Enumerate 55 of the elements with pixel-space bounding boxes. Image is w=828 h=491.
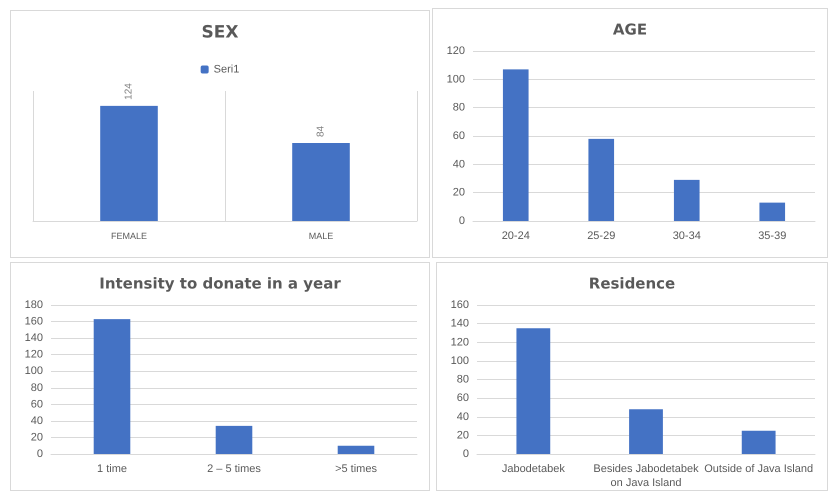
x-tick-label: Jabodetabek [502, 463, 566, 475]
chart-title: Residence [588, 274, 676, 292]
y-tick-label: 40 [30, 414, 43, 427]
x-tick-label: Outside of Java Island [704, 463, 814, 475]
y-tick-label: 0 [36, 448, 43, 460]
x-tick-label: 1 time [97, 463, 127, 475]
x-tick-label: 30-34 [672, 230, 701, 242]
bar [94, 319, 130, 454]
y-tick-label: 60 [30, 398, 43, 410]
y-tick-label: 20 [30, 431, 43, 444]
y-tick-label: 0 [462, 448, 469, 460]
y-tick-label: 120 [24, 348, 43, 361]
data-label: 124 [124, 82, 134, 100]
bar [674, 180, 700, 221]
y-tick-label: 40 [456, 410, 469, 423]
y-tick-label: 80 [456, 374, 469, 386]
data-label: 84 [316, 125, 326, 137]
x-tick-label: 2 – 5 times [207, 463, 262, 475]
x-tick-label: >5 times [335, 463, 378, 475]
x-tick-label: 35-39 [758, 230, 786, 242]
y-tick-label: 60 [452, 130, 465, 142]
y-tick-label: 60 [456, 392, 469, 404]
y-tick-label: 80 [30, 382, 43, 394]
x-tick-label: 20-24 [502, 230, 530, 242]
chart-title: SEX [202, 22, 238, 42]
x-tick-label: 25-29 [587, 230, 616, 242]
y-tick-label: 120 [450, 336, 469, 348]
chart-title: AGE [612, 20, 648, 38]
bar [216, 426, 252, 454]
x-tick-label: FEMALE [110, 231, 148, 241]
bar [742, 430, 776, 454]
y-tick-label: 140 [450, 318, 469, 330]
x-tick-label: MALE [308, 231, 334, 241]
bar [629, 409, 663, 454]
bar [502, 69, 529, 221]
chart-title: Intensity to donate in a year [99, 274, 342, 292]
bar [516, 328, 550, 454]
legend-label: Seri1 [214, 64, 240, 76]
y-tick-label: 100 [450, 354, 469, 367]
y-tick-label: 160 [450, 299, 469, 311]
y-tick-label: 20 [456, 429, 469, 442]
bar [338, 446, 374, 454]
y-tick-label: 80 [452, 102, 465, 114]
y-tick-label: 0 [458, 215, 465, 227]
y-tick-label: 120 [446, 45, 465, 57]
y-tick-label: 100 [446, 73, 465, 86]
x-tick-label: Besides Jabodetabek on Java Island [593, 463, 700, 489]
y-tick-label: 40 [452, 158, 465, 170]
bar [588, 138, 614, 221]
y-tick-label: 20 [452, 186, 465, 199]
y-tick-label: 160 [24, 316, 43, 328]
bar [759, 202, 786, 221]
y-tick-label: 140 [24, 332, 43, 344]
y-tick-label: 180 [24, 299, 43, 311]
y-tick-label: 100 [24, 365, 43, 378]
